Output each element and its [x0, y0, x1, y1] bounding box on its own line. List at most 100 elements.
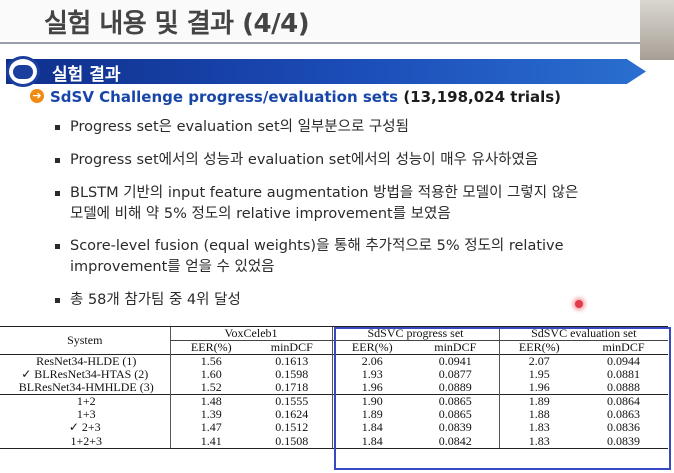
table-row: ✓ 2+3 1.47 0.1512 1.84 0.0839 1.83 0.0836 — [0, 420, 668, 435]
webcam-overlay — [640, 0, 674, 60]
laser-pointer-dot — [575, 300, 583, 308]
results-table: System VoxCeleb1 SdSVC progress set SdSV… — [0, 326, 668, 449]
bullet-line: improvement를 얻을 수 있었음 — [70, 259, 275, 275]
system-name: 1+2+3 — [70, 433, 103, 448]
square-bullet-icon — [55, 298, 60, 303]
slide-title: 실험 내용 및 결과 (4/4) — [44, 9, 310, 39]
metric-cell: 0.0941 — [412, 354, 499, 368]
system-header: System — [0, 326, 170, 355]
square-bullet-icon — [55, 244, 60, 249]
bullet-line: Progress set은 evaluation set의 일부분으로 구성됨 — [70, 119, 409, 135]
group-header-voxceleb: VoxCeleb1 — [169, 326, 332, 341]
metric-cell: 0.0889 — [438, 380, 472, 395]
metric-cell: 0.1624 — [275, 407, 309, 422]
metric-header: minDCF — [270, 340, 313, 354]
metric-cell: 0.0863 — [607, 407, 640, 422]
table-row: ResNet34-HLDE (1) 1.56 0.1613 2.06 0.0941 2.0… — [0, 354, 668, 368]
metric-cell: 0.0944 — [579, 354, 668, 368]
results-table-container: System VoxCeleb1 SdSVC progress set SdSV… — [0, 326, 674, 473]
metric-cell: 0.1718 — [275, 380, 309, 395]
subtitle: SdSV Challenge progress/evaluation sets … — [50, 88, 561, 106]
metric-cell: 1.89 — [498, 394, 579, 409]
metric-header: EER(%) — [498, 340, 579, 355]
metric-cell: 2.07 — [498, 354, 579, 368]
group-header-progress: SdSVC progress set — [331, 326, 499, 341]
metric-cell: 1.41 — [169, 434, 252, 449]
metric-cell: 1.96 — [498, 381, 579, 395]
section-banner — [6, 59, 646, 84]
group-header-evaluation: SdSVC evaluation set — [498, 326, 668, 341]
system-cell: 1+3 — [0, 408, 170, 421]
bullet-line: Score-level fusion (equal weights)을 통해 추… — [70, 238, 564, 254]
university-logo-icon — [6, 56, 40, 87]
system-name: 2+3 — [81, 420, 101, 435]
metric-cell: 0.0865 — [412, 394, 499, 409]
table-metric-row: EER(%) minDCF EER(%) minDCF EER(%) minDC… — [0, 340, 668, 355]
metric-cell: 1.83 — [498, 421, 579, 435]
metric-cell: 0.1598 — [275, 367, 309, 382]
metric-cell: 1.89 — [331, 408, 412, 422]
bullet-text: 총 58개 참가팀 중 4위 달성 — [70, 290, 630, 311]
table-row: 1+3 1.39 0.1624 1.89 0.0865 1.88 0.0863 — [0, 407, 668, 422]
metric-cell: 1.56 — [169, 354, 252, 368]
metric-cell: 1.52 — [169, 381, 252, 395]
table-row: ✓ BLResNet34-HTAS (2) 1.60 0.1598 1.93 0.0877… — [0, 367, 668, 382]
metric-cell: 1.48 — [169, 394, 252, 409]
metric-cell: 0.1512 — [275, 420, 309, 435]
system-cell: ✓ BLResNet34-HTAS (2) — [0, 368, 170, 381]
square-bullet-icon — [55, 191, 60, 196]
metric-cell: 1.84 — [331, 434, 412, 449]
table-header-row: System VoxCeleb1 SdSVC progress set SdSV… — [0, 326, 668, 355]
metric-cell: 0.0877 — [438, 367, 472, 382]
bullet-text: Score-level fusion (equal weights)을 통해 추… — [70, 236, 630, 278]
bullet-line: Progress set에서의 성능과 evaluation set에서의 성능… — [70, 152, 539, 168]
metric-cell: 0.1508 — [252, 434, 332, 449]
bullet-text: Progress set에서의 성능과 evaluation set에서의 성능… — [70, 150, 630, 171]
metric-header: EER(%) — [331, 340, 412, 355]
table-row: 1+2 1.48 0.1555 1.90 0.0865 1.89 0.0864 — [0, 394, 668, 409]
system-cell: ResNet34-HLDE (1) — [0, 354, 170, 368]
metric-header: minDCF — [434, 340, 477, 354]
bullet-text: Progress set은 evaluation set의 일부분으로 구성됨 — [70, 117, 630, 138]
metric-cell: 0.0865 — [438, 407, 472, 422]
system-cell: BLResNet34-HMHLDE (3) — [0, 381, 170, 395]
metric-cell: 0.0836 — [607, 420, 640, 435]
title-divider — [0, 42, 640, 44]
system-cell: 1+2+3 — [0, 433, 170, 449]
metric-cell: 1.96 — [331, 381, 412, 395]
bullet-line: BLSTM 기반의 input feature augmentation 방법을… — [70, 185, 579, 201]
system-cell: ✓ 2+3 — [0, 421, 170, 434]
metric-cell: 0.0888 — [607, 380, 640, 395]
metric-cell: 1.60 — [169, 368, 252, 382]
system-name: ResNet34-HLDE (1) — [36, 354, 137, 368]
metric-cell: 0.0839 — [579, 434, 668, 449]
system-name: BLResNet34-HMHLDE (3) — [18, 380, 154, 395]
bullet-line: 총 58개 참가팀 중 4위 달성 — [70, 292, 241, 308]
metric-cell: 1.95 — [498, 368, 579, 382]
system-name: 1+2 — [76, 394, 96, 409]
metric-cell: 0.0864 — [579, 394, 668, 409]
table-row: 1+2+3 1.41 0.1508 1.84 0.0842 1.83 0.0839 — [0, 433, 668, 449]
metric-cell: 2.06 — [331, 354, 412, 368]
metric-header: EER(%) — [169, 340, 252, 355]
metric-cell: 0.1555 — [252, 394, 332, 409]
metric-header: minDCF — [602, 340, 645, 354]
metric-cell: 1.83 — [498, 434, 579, 449]
system-name: 1+3 — [76, 407, 96, 422]
metric-cell: 0.0842 — [412, 434, 499, 449]
metric-cell: 1.47 — [169, 421, 252, 435]
table-row: BLResNet34-HMHLDE (3) 1.52 0.1718 1.96 0.088… — [0, 381, 668, 395]
system-cell: 1+2 — [0, 394, 170, 409]
metric-cell: 0.0881 — [607, 367, 640, 382]
metric-cell: 1.90 — [331, 394, 412, 409]
metric-cell: 1.84 — [331, 421, 412, 435]
system-name: BLResNet34-HTAS (2) — [34, 367, 149, 382]
section-label: 실험 결과 — [52, 65, 121, 85]
arrow-circle-icon: ➔ — [30, 89, 44, 103]
checkmark-icon: ✓ — [68, 420, 79, 435]
metric-cell: 1.39 — [169, 408, 252, 422]
checkmark-icon: ✓ — [21, 367, 32, 382]
slide-title-bar — [0, 0, 640, 40]
bullet-line: 모델에 비해 약 5% 정도의 relative improvement를 보였… — [70, 206, 451, 222]
subtitle-trials: (13,198,024 trials) — [403, 88, 562, 106]
